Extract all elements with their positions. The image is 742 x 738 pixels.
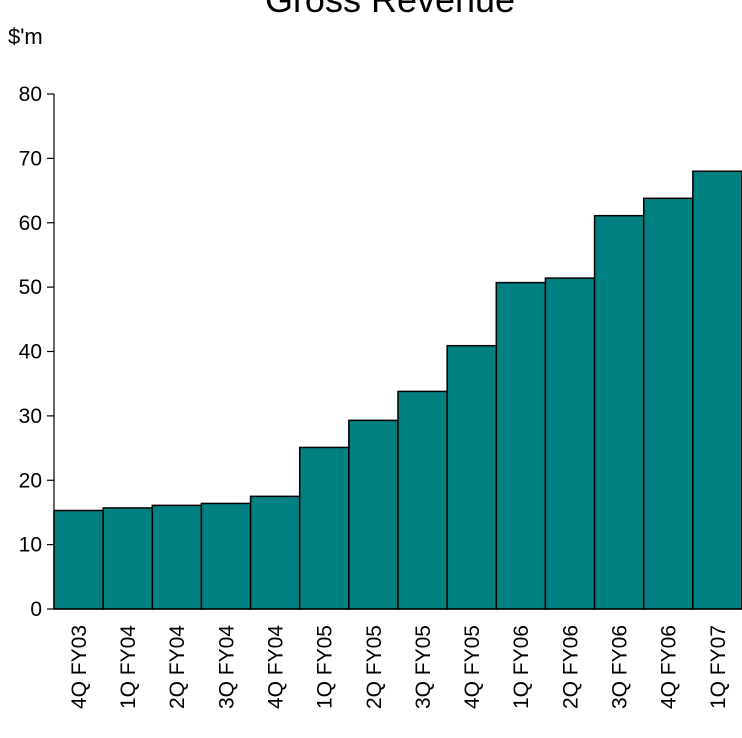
bar-4q-fy04 xyxy=(249,495,301,610)
bar-3q-fy04 xyxy=(200,502,252,610)
bar-3q-fy05 xyxy=(397,390,448,610)
x-tick-label: 4Q FY03 xyxy=(68,625,91,709)
bar-4q-fy06 xyxy=(642,197,694,610)
x-axis: 4Q FY03 1Q FY04 2Q FY04 3Q FY04 4Q FY04 1Q FY… xyxy=(54,608,742,709)
x-tick-label: 1Q FY04 xyxy=(117,625,140,709)
x-tick-label: 2Q FY06 xyxy=(559,625,582,709)
y-tick-label: 60 xyxy=(19,212,42,235)
x-tick-label: 4Q FY04 xyxy=(264,625,287,709)
bar-4q-fy03 xyxy=(53,509,104,610)
bar-2q-fy04 xyxy=(151,504,203,610)
x-tick-label: 3Q FY05 xyxy=(412,625,435,709)
x-tick-label: 4Q FY05 xyxy=(461,625,484,709)
y-axis: 0 10 20 30 40 50 60 70 80 xyxy=(19,83,55,621)
x-tick-label: 1Q FY06 xyxy=(510,625,533,709)
bar-3q-fy06 xyxy=(593,214,645,610)
x-tick-label: 3Q FY06 xyxy=(608,625,631,709)
y-tick-label: 30 xyxy=(19,405,42,428)
bar-1q-fy06 xyxy=(495,281,547,610)
y-tick-label: 20 xyxy=(19,469,42,492)
y-tick-label: 10 xyxy=(19,534,42,557)
x-tick-label: 2Q FY05 xyxy=(363,625,386,709)
x-tick-label: 1Q FY07 xyxy=(707,625,730,709)
x-tick-label: 1Q FY05 xyxy=(314,625,337,709)
y-tick-label: 50 xyxy=(19,276,42,299)
bar-1q-fy04 xyxy=(102,507,154,610)
bars-group xyxy=(53,170,742,610)
bar-4q-fy05 xyxy=(446,344,498,610)
y-tick-label: 70 xyxy=(19,147,42,170)
chart-title: Gross Revenue xyxy=(265,0,515,20)
x-tick-label: 4Q FY06 xyxy=(658,625,681,709)
bar-2q-fy05 xyxy=(348,419,399,610)
y-tick-label: 0 xyxy=(30,598,42,621)
bar-2q-fy06 xyxy=(544,277,596,610)
y-tick-label: 80 xyxy=(19,83,42,106)
x-tick-label: 2Q FY04 xyxy=(166,625,189,709)
y-tick-label: 40 xyxy=(19,341,42,364)
y-axis-unit-label: $'m xyxy=(8,24,43,49)
bar-1q-fy05 xyxy=(298,446,350,610)
x-tick-label: 3Q FY04 xyxy=(215,625,238,709)
bar-1q-fy07 xyxy=(692,170,742,610)
